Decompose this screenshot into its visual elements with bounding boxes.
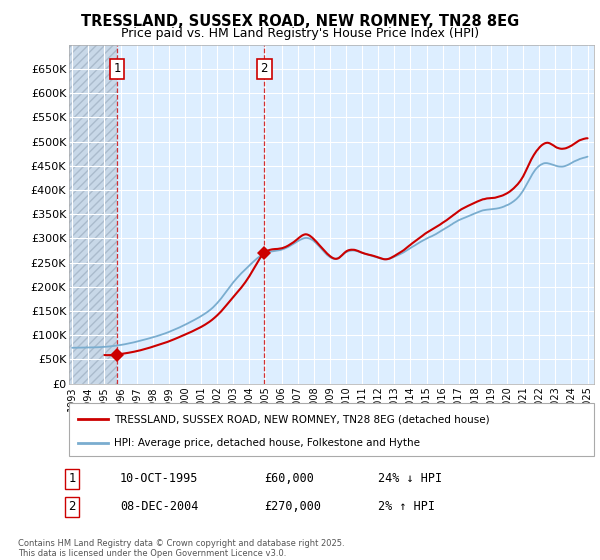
Text: 24% ↓ HPI: 24% ↓ HPI	[378, 472, 442, 486]
Text: 1: 1	[113, 63, 121, 76]
Text: TRESSLAND, SUSSEX ROAD, NEW ROMNEY, TN28 8EG: TRESSLAND, SUSSEX ROAD, NEW ROMNEY, TN28…	[81, 14, 519, 29]
Text: Price paid vs. HM Land Registry's House Price Index (HPI): Price paid vs. HM Land Registry's House …	[121, 27, 479, 40]
Text: 2: 2	[68, 500, 76, 514]
Text: 2: 2	[260, 63, 268, 76]
Text: £60,000: £60,000	[264, 472, 314, 486]
Bar	[69, 45, 117, 384]
Text: 2% ↑ HPI: 2% ↑ HPI	[378, 500, 435, 514]
Text: 08-DEC-2004: 08-DEC-2004	[120, 500, 199, 514]
Text: 10-OCT-1995: 10-OCT-1995	[120, 472, 199, 486]
Text: 1: 1	[68, 472, 76, 486]
Text: TRESSLAND, SUSSEX ROAD, NEW ROMNEY, TN28 8EG (detached house): TRESSLAND, SUSSEX ROAD, NEW ROMNEY, TN28…	[114, 414, 490, 424]
Text: Contains HM Land Registry data © Crown copyright and database right 2025.
This d: Contains HM Land Registry data © Crown c…	[18, 539, 344, 558]
Text: HPI: Average price, detached house, Folkestone and Hythe: HPI: Average price, detached house, Folk…	[114, 438, 420, 448]
Text: £270,000: £270,000	[264, 500, 321, 514]
